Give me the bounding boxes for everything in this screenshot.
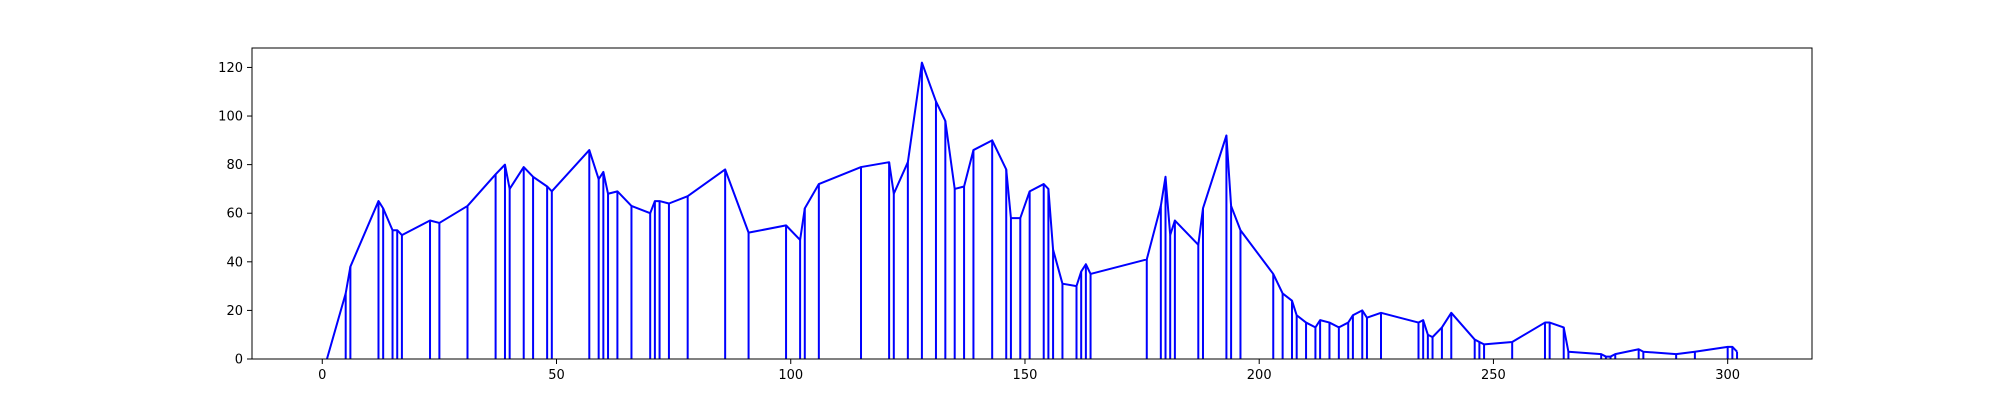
- y-tick-label: 120: [218, 61, 243, 76]
- x-tick-label: 100: [778, 368, 803, 383]
- y-tick-label: 60: [226, 207, 243, 222]
- plot-area-frame: [251, 47, 1813, 360]
- y-tick-label: 100: [218, 110, 243, 125]
- y-tick-label: 20: [226, 304, 243, 319]
- x-tick-label: 250: [1481, 368, 1506, 383]
- x-tick-label: 0: [318, 368, 326, 383]
- x-axis-ticks: 0 50 100 150 200 250 300: [318, 359, 1740, 383]
- y-tick-label: 0: [235, 353, 243, 368]
- x-tick-label: 300: [1715, 368, 1740, 383]
- y-tick-label: 40: [226, 255, 243, 270]
- y-axis-ticks: 0 20 40 60 80 100 120: [218, 61, 252, 368]
- y-tick-label: 80: [226, 158, 243, 173]
- x-tick-label: 200: [1247, 368, 1272, 383]
- series-line: [325, 61, 1738, 360]
- x-tick-label: 150: [1013, 368, 1038, 383]
- x-tick-label: 50: [548, 368, 565, 383]
- vertical-drop-lines: [344, 62, 1739, 359]
